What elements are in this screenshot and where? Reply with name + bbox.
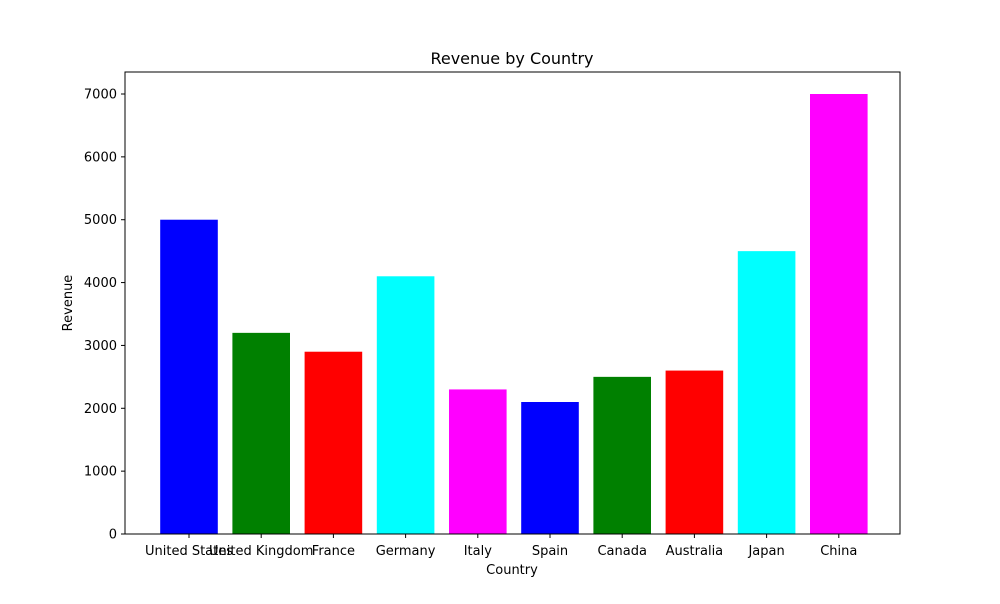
x-tick-label: Australia [666, 544, 724, 559]
y-tick-label: 7000 [84, 88, 117, 103]
y-tick-label: 2000 [84, 402, 117, 417]
chart-title: Revenue by Country [430, 49, 593, 68]
y-tick-label: 6000 [84, 150, 117, 165]
x-tick-label: United States [145, 544, 233, 559]
x-tick-label: China [820, 544, 857, 559]
x-tick-label: Italy [464, 544, 493, 559]
bar-france [304, 351, 363, 534]
x-axis-label: Country [486, 563, 538, 578]
y-tick-label: 0 [109, 528, 117, 543]
y-tick-label: 3000 [84, 339, 117, 354]
bar-united-kingdom [232, 332, 290, 534]
x-tick-label: United Kingdom [209, 544, 313, 559]
bar-germany [376, 276, 435, 534]
y-tick-label: 1000 [84, 465, 117, 480]
x-tick-label: Germany [376, 544, 436, 559]
bar-australia [665, 370, 724, 534]
bar-canada [593, 376, 651, 534]
y-axis: 0 1000 2000 3000 4000 5000 6000 7000 [84, 88, 125, 543]
x-tick-label: Japan [747, 544, 784, 559]
x-tick-label: France [312, 544, 355, 559]
bar-united-states [160, 219, 218, 534]
plot-frame [124, 71, 901, 535]
y-tick-label: 4000 [84, 276, 117, 291]
bar-spain [521, 402, 579, 534]
y-axis-label: Revenue [61, 275, 76, 332]
bar-italy [449, 389, 507, 534]
x-tick-label: Canada [597, 544, 646, 559]
bar-china [810, 94, 868, 534]
y-tick-label: 5000 [84, 213, 117, 228]
bars-group [160, 94, 868, 534]
x-tick-label: Spain [532, 544, 568, 559]
bar-japan [737, 251, 796, 534]
